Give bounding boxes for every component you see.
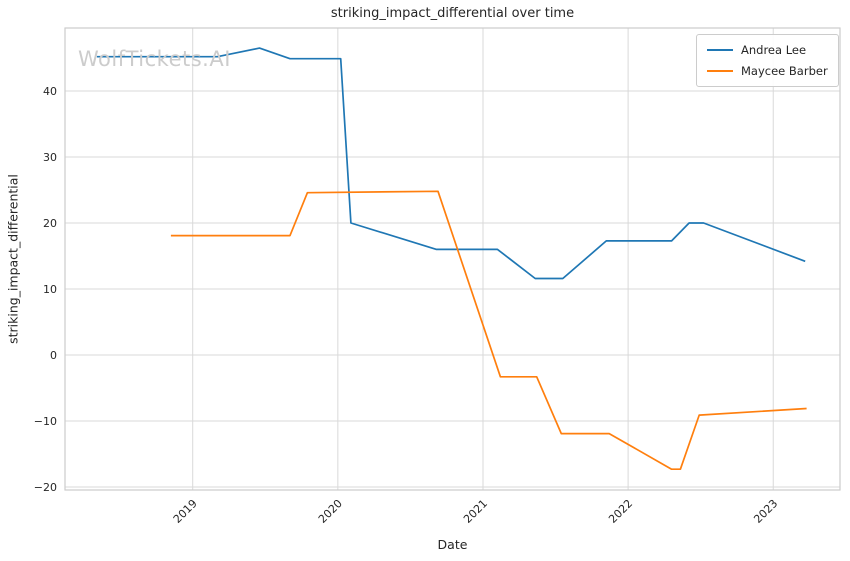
y-tick-label: 40 bbox=[43, 85, 57, 98]
legend-item: Andrea Lee bbox=[707, 43, 828, 57]
y-tick-label: 0 bbox=[50, 349, 57, 362]
legend-line-swatch bbox=[707, 70, 733, 72]
legend-line-swatch bbox=[707, 49, 733, 51]
series-line bbox=[170, 190, 807, 471]
legend-label: Andrea Lee bbox=[741, 43, 807, 57]
chart-title: striking_impact_differential over time bbox=[330, 6, 575, 21]
y-tick-label: −20 bbox=[34, 481, 57, 494]
y-tick-label: 30 bbox=[43, 151, 57, 164]
legend-label: Maycee Barber bbox=[741, 64, 828, 78]
legend-item: Maycee Barber bbox=[707, 64, 828, 78]
watermark: WolfTickets.AI bbox=[78, 47, 231, 71]
y-tick-label: 10 bbox=[43, 283, 57, 296]
x-tick-label: 2022 bbox=[606, 497, 635, 526]
y-axis-label: striking_impact_differential bbox=[5, 174, 21, 344]
legend: Andrea Lee Maycee Barber bbox=[696, 34, 839, 87]
plot-border bbox=[64, 27, 841, 491]
x-tick-label: 2023 bbox=[751, 497, 780, 526]
y-tick-label: −10 bbox=[34, 415, 57, 428]
x-tick-label: 2019 bbox=[171, 497, 200, 526]
x-tick-label: 2021 bbox=[461, 497, 490, 526]
y-tick-label: 20 bbox=[43, 217, 57, 230]
x-axis-label: Date bbox=[437, 537, 468, 552]
x-tick-label: 2020 bbox=[316, 497, 345, 526]
series-line bbox=[96, 47, 806, 280]
